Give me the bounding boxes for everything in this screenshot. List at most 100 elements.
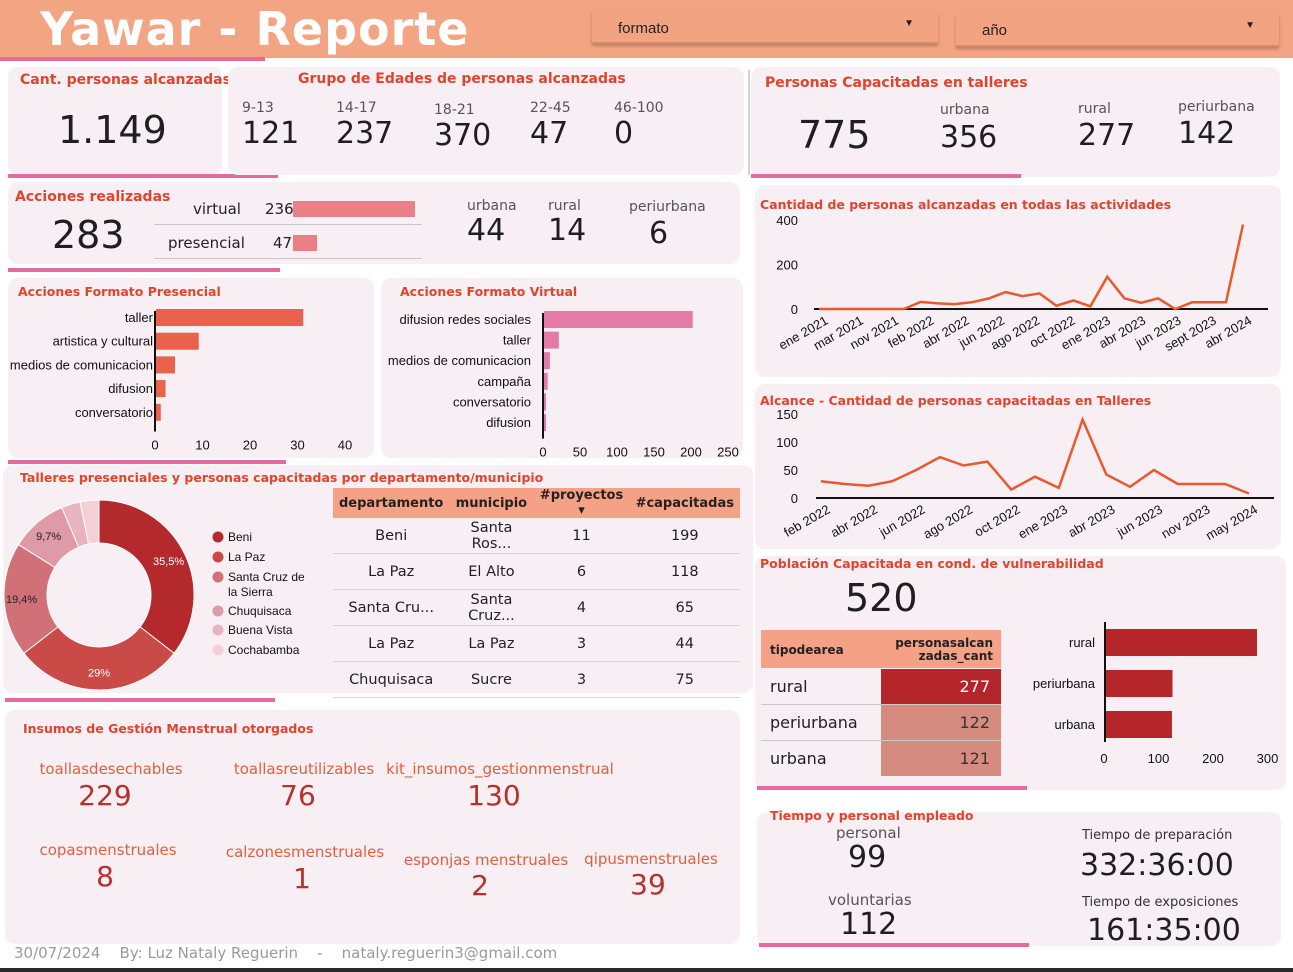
legend-swatch	[212, 531, 224, 543]
department-table: departamento municipio #proyectos ▾ #capaci…	[333, 488, 740, 698]
tick-label: 150	[643, 445, 665, 460]
insumo-value: 8	[96, 860, 114, 893]
footer-bottom-bar	[0, 968, 1293, 972]
table-cell: Santa Cruz...	[449, 589, 534, 626]
bar-label: taller	[503, 333, 532, 348]
table-row[interactable]: Santa Cru... Santa Cruz... 4 65	[333, 589, 740, 626]
footer-email[interactable]: nataly.reguerin3@gmail.com	[341, 944, 558, 962]
table-row[interactable]: La Paz La Paz 3 44	[333, 625, 740, 662]
table-cell: La Paz	[333, 625, 450, 662]
y-tick-label: 100	[776, 435, 798, 450]
line1-card	[755, 185, 1281, 377]
trained-zone-value: 142	[1178, 116, 1236, 151]
age-group-value: 237	[336, 116, 394, 151]
age-group-label: 22-45	[530, 100, 571, 116]
vuln-row-cell-bg	[881, 741, 1001, 776]
table-header-proyectos[interactable]: #proyectos ▾	[539, 488, 624, 518]
insumo-label: qipusmenstruales	[584, 850, 718, 868]
series-line	[819, 224, 1245, 311]
legend-label: La Paz	[228, 550, 265, 564]
bar-label: artistica y cultural	[53, 334, 154, 349]
bar-label: conversatorio	[75, 405, 153, 420]
tick-label: 0	[1100, 751, 1107, 766]
table-cell: Sucre	[449, 661, 534, 698]
insumo-label: toallasdesechables	[39, 760, 183, 778]
actions-accent-line	[8, 268, 280, 272]
table-header-municipio[interactable]: municipio	[455, 495, 528, 511]
format-value: 236	[265, 200, 294, 218]
age-group-value: 0	[614, 116, 634, 151]
footer-sep: -	[317, 944, 323, 962]
vuln-row-cell-bg	[881, 705, 1001, 740]
tick-label: 200	[1202, 751, 1224, 766]
age-group-label: 46-100	[614, 100, 664, 116]
x-tick-label: nov 2023	[1159, 502, 1213, 542]
x-tick-label: jun 2022	[876, 502, 928, 540]
donut-segment	[98, 499, 195, 654]
department-donut-chart: 35,5% 29% 19,4% 9,7% Beni La Paz Santa Cruz de…	[3, 499, 305, 690]
bar	[156, 332, 199, 350]
actions-title: Acciones realizadas	[15, 189, 171, 205]
table-row[interactable]: Beni Santa Ros... 11 199	[333, 518, 740, 554]
donut-title: Talleres presenciales y personas capacit…	[20, 470, 544, 485]
donut-segment-label: 29%	[88, 668, 110, 680]
table-cell: La Paz	[333, 553, 450, 590]
bar-label: taller	[125, 310, 154, 325]
bar	[156, 356, 175, 374]
age-group-value: 121	[242, 116, 300, 151]
year-dropdown[interactable]: año ▼	[956, 14, 1279, 47]
trained-divider	[748, 70, 750, 175]
vuln-value: 520	[845, 576, 918, 620]
bar	[544, 331, 559, 349]
age-group-label: 9-13	[242, 100, 274, 116]
vuln-row-label: periurbana	[770, 713, 858, 732]
format-bar	[293, 235, 318, 251]
table-cell: Santa Ros...	[449, 518, 534, 554]
tick-label: 250	[717, 445, 739, 460]
prep-value: 332:36:00	[1080, 848, 1234, 883]
legend-swatch	[212, 624, 224, 636]
presencial-bar-chart: taller artistica y cultural medios de comu…	[10, 309, 352, 453]
y-tick-label: 400	[776, 213, 798, 228]
table-header-capacitadas[interactable]: #capacitadas	[635, 495, 734, 511]
table-cell: 3	[533, 625, 630, 662]
insumo-value: 39	[630, 868, 666, 901]
vuln-row-cell-bg	[881, 669, 1001, 704]
tick-label: 30	[290, 438, 304, 453]
format-dropdown-label: formato	[618, 20, 669, 37]
table-cell: Beni	[333, 518, 450, 554]
virtual-card	[381, 278, 743, 458]
personal-value: 99	[848, 840, 887, 875]
trained-zone-label: urbana	[940, 102, 990, 118]
table-row[interactable]: Chuquisaca Sucre 3 75	[333, 661, 740, 698]
reach-accent-line	[8, 174, 278, 178]
insumo-value: 76	[280, 779, 316, 812]
vuln-row-label: urbana	[770, 749, 827, 768]
trained-zone-value: 277	[1078, 118, 1136, 153]
table-row[interactable]: La Paz El Alto 6 118	[333, 553, 740, 590]
format-dropdown[interactable]: formato ▼	[592, 12, 938, 44]
y-tick-label: 150	[776, 407, 798, 422]
vuln-row-divider	[761, 740, 1001, 741]
x-tick-label: jun 2023	[1113, 502, 1165, 540]
footer: 30/07/2024 By: Luz Nataly Reguerin - nat…	[14, 944, 557, 962]
table-header-departamento[interactable]: departamento	[339, 495, 444, 511]
x-tick-label: feb 2022	[781, 502, 832, 540]
bar-label: rural	[1069, 635, 1095, 650]
y-tick-label: 50	[784, 463, 798, 478]
tick-label: 40	[338, 438, 352, 453]
donut-segment-label: 19,4%	[6, 594, 37, 606]
trained-zone-label: rural	[1078, 101, 1111, 117]
y-tick-label: 0	[791, 302, 798, 317]
action-zone-label: urbana	[467, 198, 517, 214]
series-line	[820, 416, 1250, 495]
legend-label: Beni	[228, 530, 252, 544]
line1-title: Cantidad de personas alcanzadas en todas…	[760, 197, 1172, 212]
bar-label: campaña	[478, 374, 532, 389]
legend-label: Santa Cruz de	[228, 570, 305, 584]
bar	[1106, 629, 1257, 656]
bar-label: medios de comunicacion	[10, 357, 153, 372]
format-label: presencial	[168, 234, 245, 252]
footer-date: 30/07/2024	[14, 944, 101, 962]
line2-title: Alcance - Cantidad de personas capacitad…	[760, 393, 1152, 408]
